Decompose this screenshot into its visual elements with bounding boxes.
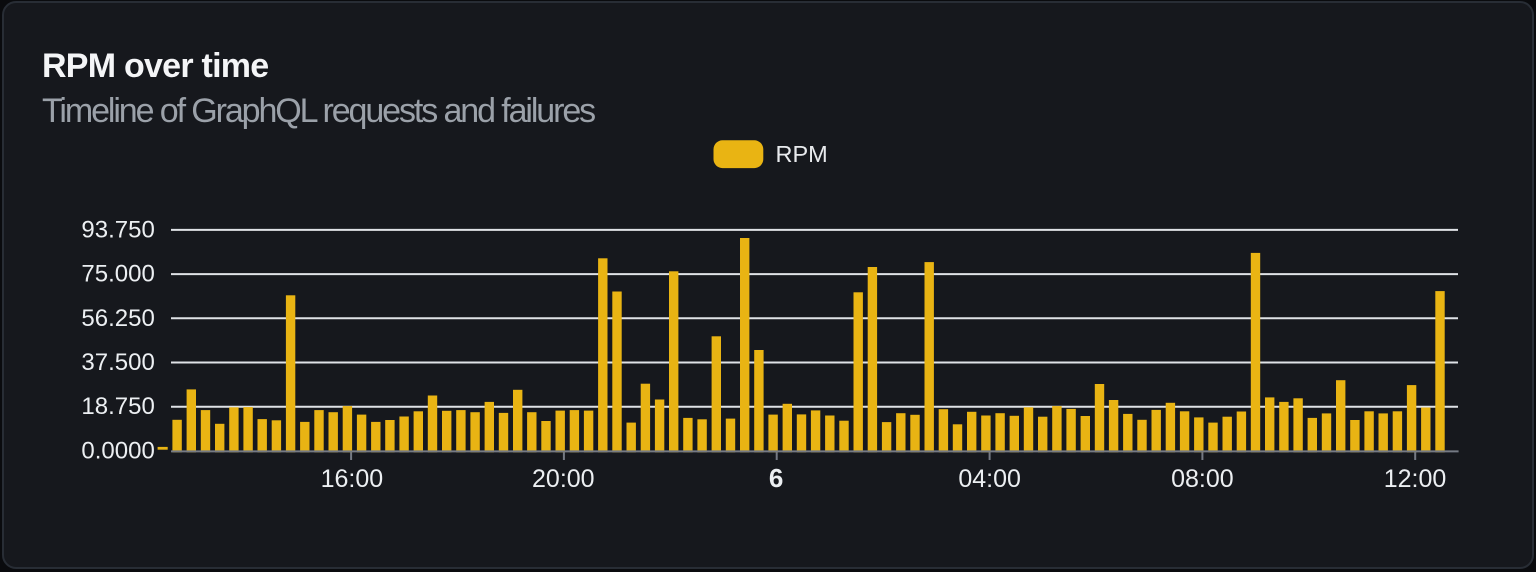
svg-text:20:00: 20:00 [532,465,595,493]
svg-text:RPM: RPM [776,141,828,167]
svg-text:93.750: 93.750 [81,216,154,243]
svg-text:08:00: 08:00 [1171,465,1234,493]
svg-text:56.250: 56.250 [81,305,154,332]
svg-text:6: 6 [769,463,783,493]
svg-text:12:00: 12:00 [1384,465,1447,493]
svg-text:18.750: 18.750 [81,393,154,420]
svg-text:75.000: 75.000 [81,261,154,288]
svg-text:37.500: 37.500 [81,349,154,376]
svg-text:0.0000: 0.0000 [81,437,154,464]
svg-text:04:00: 04:00 [958,465,1021,493]
svg-text:16:00: 16:00 [321,465,384,493]
